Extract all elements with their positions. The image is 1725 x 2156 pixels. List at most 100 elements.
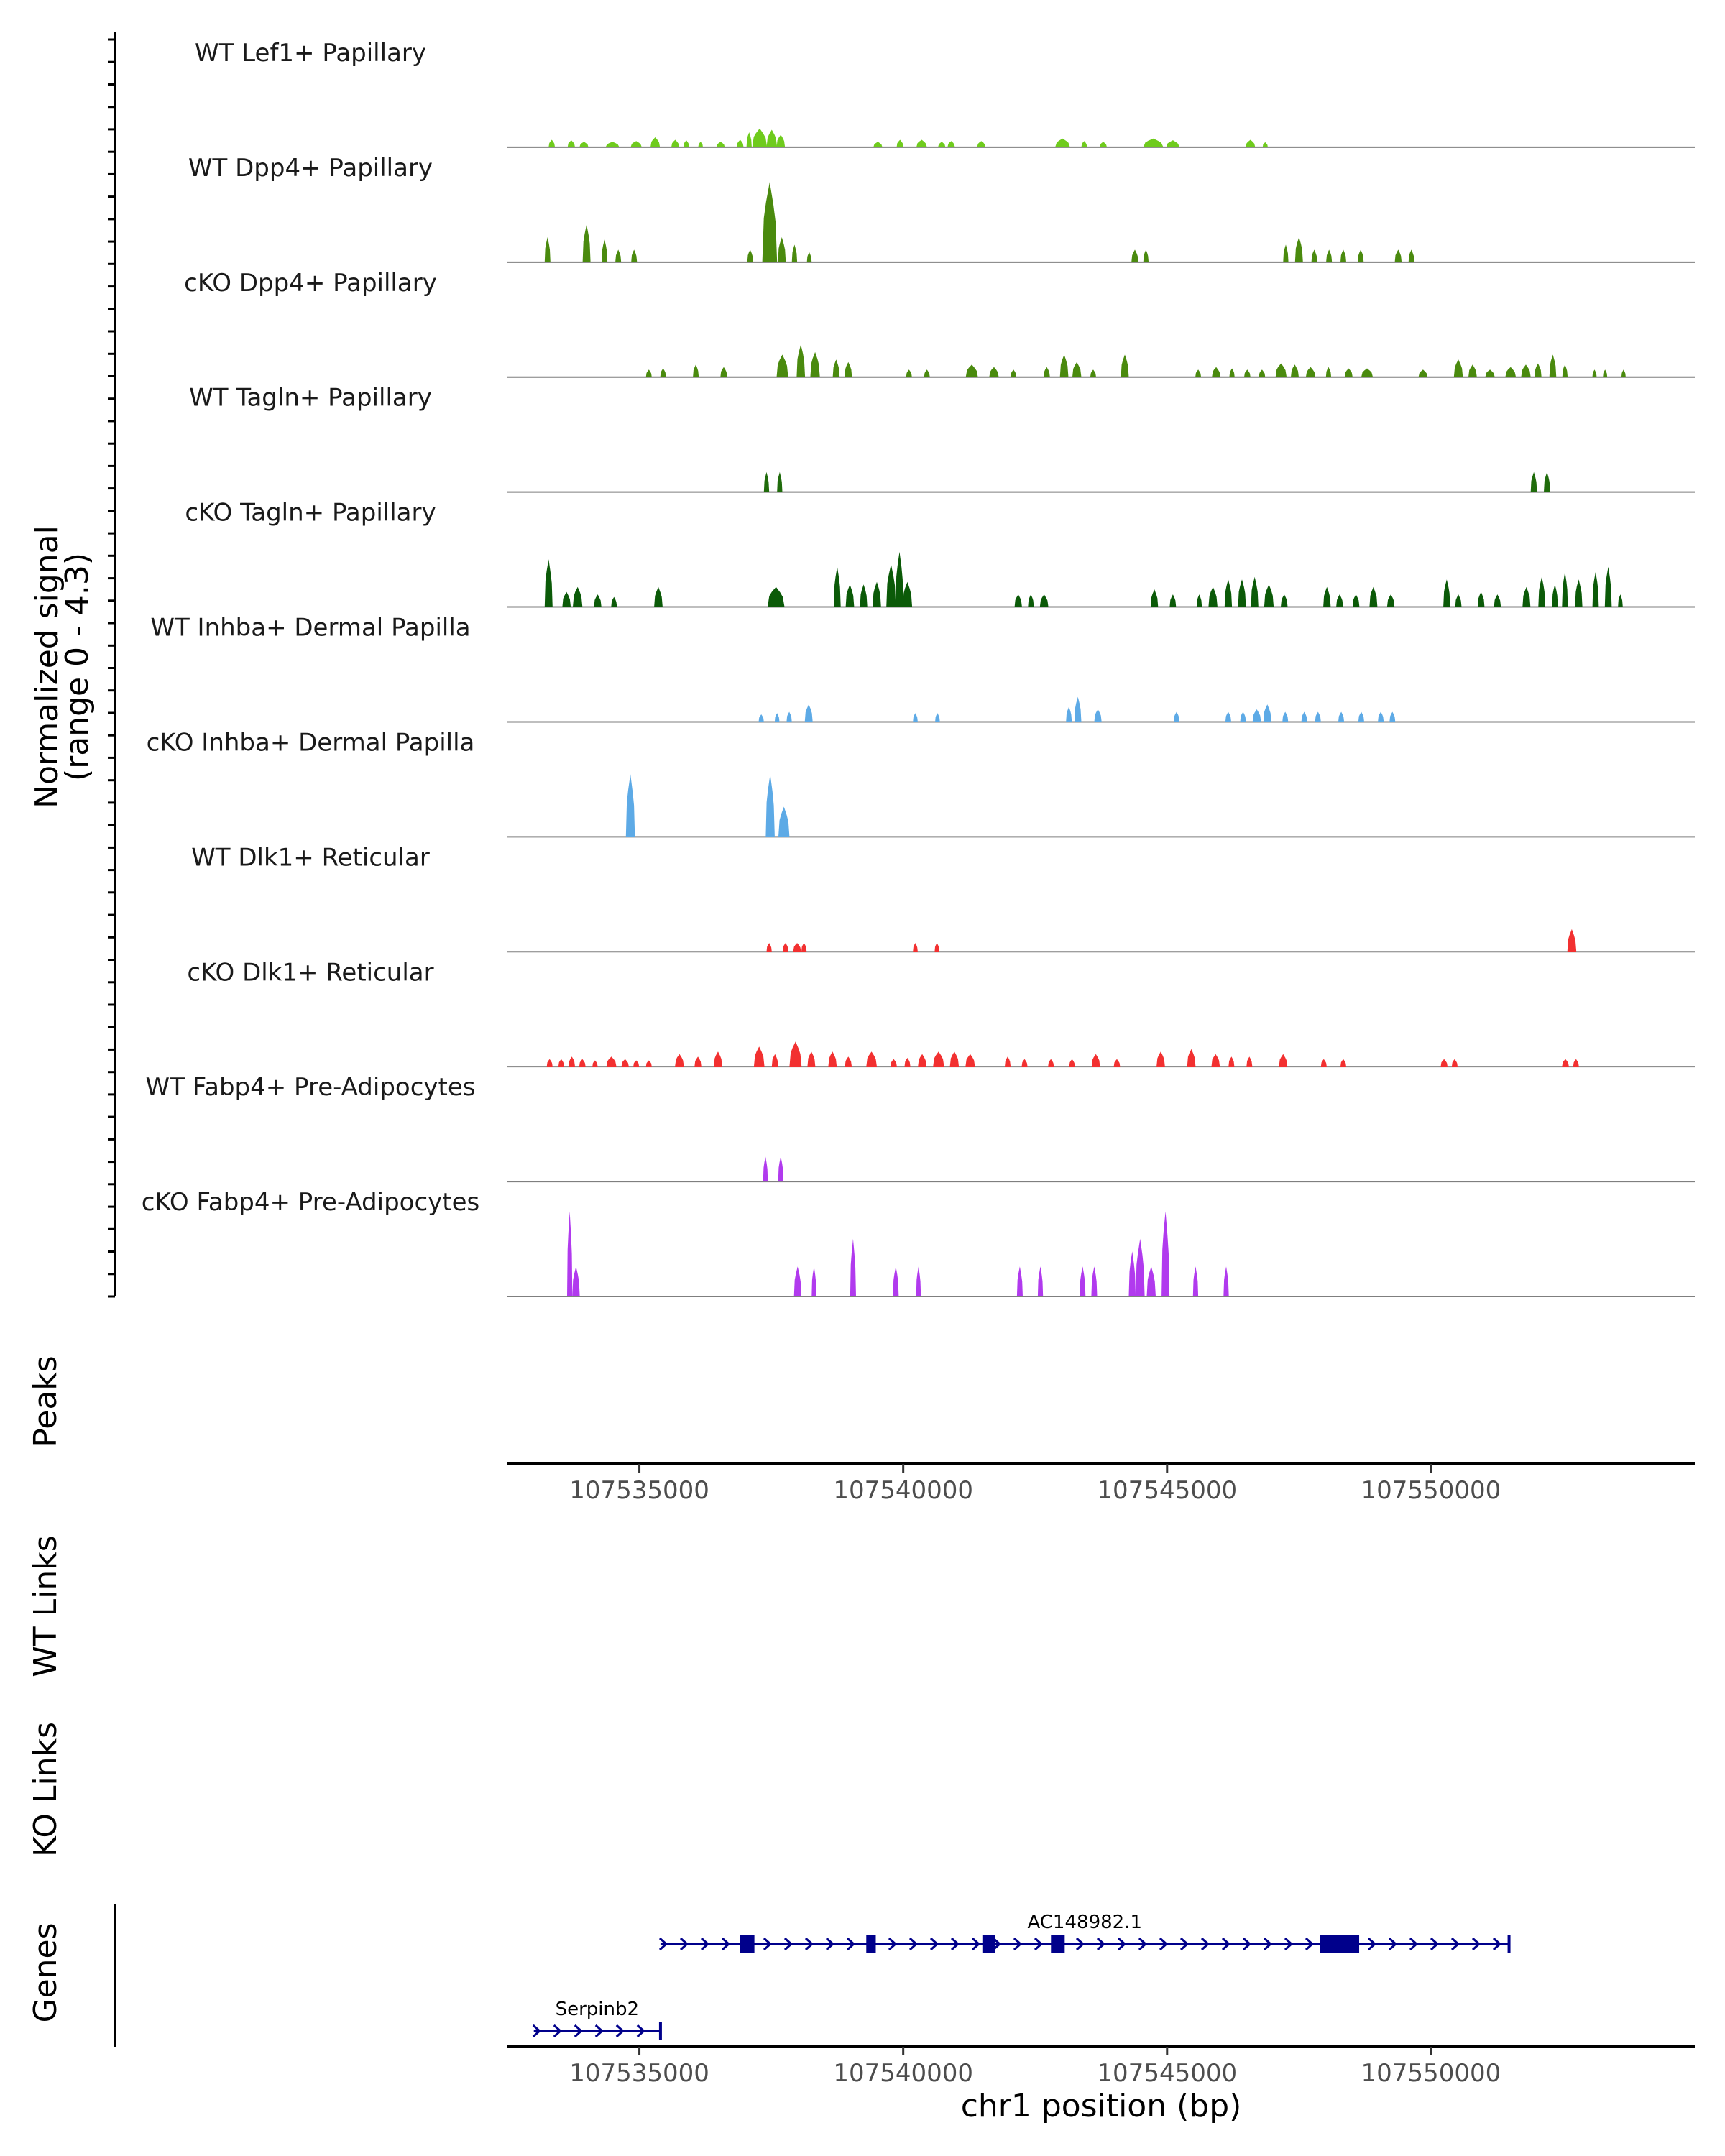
coverage-peak [1604,566,1612,607]
peaks-x-axis: 107535000 107540000 107545000 107550000 [569,1464,1501,1505]
x-tick-label: 107550000 [1361,2059,1501,2088]
coverage-peak [1223,1266,1229,1296]
coverage-ylabel-line2: (range 0 - 4.3) [59,553,96,781]
coverage-peak [828,1051,837,1067]
coverage-peak [621,1059,629,1067]
coverage-peak [1224,579,1233,607]
coverage-peak [934,943,939,952]
coverage-peak [1453,359,1463,377]
coverage-peak [1196,594,1202,607]
coverage-peak [1128,1251,1136,1296]
coverage-peak [913,943,918,952]
coverage-peak [714,1051,722,1067]
x-tick-label: 107545000 [1097,1476,1237,1505]
coverage-peak [762,182,778,262]
coverage-peak [1081,141,1087,147]
coverage-peak [631,249,638,262]
coverage-peak [720,367,727,377]
track-label: cKO Tagln+ Papillary [185,499,436,528]
coverage-peak [1240,711,1246,722]
coverage-peak [1011,369,1017,377]
track-label: WT Inhba+ Dermal Papilla [150,614,470,642]
track-5: WT Inhba+ Dermal Papilla [150,614,1695,723]
coverage-peak [1281,594,1288,607]
strand-arrow [532,2024,541,2038]
coverage-peak [1169,594,1177,607]
coverage-peak [1468,364,1477,377]
coverage-peak [832,359,840,377]
strand-arrow [1284,1937,1294,1951]
coverage-peak [1408,249,1414,262]
coverage-peak [891,1059,897,1067]
coverage-peak [777,471,783,492]
coverage-peak [1325,367,1332,377]
strand-arrow [1367,1937,1377,1951]
coverage-peak [1244,369,1251,377]
strand-arrow [1388,1937,1398,1951]
coverage-peak [791,244,798,262]
coverage-peak [1358,711,1364,722]
coverage-peak [782,943,788,952]
coverage-peak [544,559,553,607]
coverage-peak [807,1051,816,1067]
exon [982,1935,995,1953]
coverage-peak [1485,369,1495,377]
coverage-peak [763,1156,768,1182]
coverage-peak [1251,576,1259,607]
coverage-peak [1320,1059,1327,1067]
coverage-peak [1418,369,1428,377]
coverage-peak [765,774,775,837]
coverage-peak [977,141,986,147]
coverage-peak [810,351,820,377]
coverage-y-ticks [108,38,115,1298]
coverage-peak [845,361,852,377]
strand-arrow [1450,1937,1460,1951]
strand-arrow [658,1937,668,1951]
coverage-peak [933,1051,944,1067]
strand-arrow [574,2024,583,2038]
coverage-peak [1562,1059,1569,1067]
coverage-peak [794,1266,801,1296]
track-label: cKO Inhba+ Dermal Papilla [147,728,475,757]
strand-arrow [1409,1937,1419,1951]
strand-arrow [1117,1937,1127,1951]
coverage-peak [1549,354,1557,377]
coverage-peak [1294,237,1303,262]
strand-arrow [1034,1937,1044,1951]
coverage-peak [965,364,978,377]
coverage-peak [650,137,661,147]
coverage-peak [683,140,689,147]
coverage-peak [1166,140,1179,147]
x-tick-label: 107540000 [833,1476,973,1505]
coverage-peak [776,134,786,147]
coverage-peak [965,1054,975,1067]
track-10: cKO Fabp4+ Pre-Adipocytes [142,1188,1695,1297]
exon [1051,1935,1065,1953]
coverage-peak [778,237,786,262]
coverage-peak [886,564,896,607]
coverage-peak [1072,361,1082,377]
coverage-peak [1212,367,1220,377]
coverage-peak [693,364,699,377]
coverage-peak [801,943,807,952]
track-label: cKO Dlk1+ Reticular [187,958,433,987]
strand-arrow [1179,1937,1190,1951]
coverage-peak [752,128,768,147]
coverage-peak [671,139,679,147]
strand-arrow [908,1937,919,1951]
strand-arrow [846,1937,856,1951]
coverage-peak [789,1041,802,1067]
coverage-peak [1279,1054,1288,1067]
coverage-peak [804,704,813,722]
coverage-peak [562,591,571,607]
coverage-peak [771,1054,778,1067]
strand-arrow [929,1937,939,1951]
coverage-peak [1146,1266,1156,1296]
strand-arrow [553,2024,562,2038]
track-label: cKO Dpp4+ Papillary [184,269,437,298]
coverage-peak [1262,142,1268,147]
coverage-peak [1494,594,1501,607]
coverage-peak [1259,369,1266,377]
coverage-peak [1208,586,1218,607]
